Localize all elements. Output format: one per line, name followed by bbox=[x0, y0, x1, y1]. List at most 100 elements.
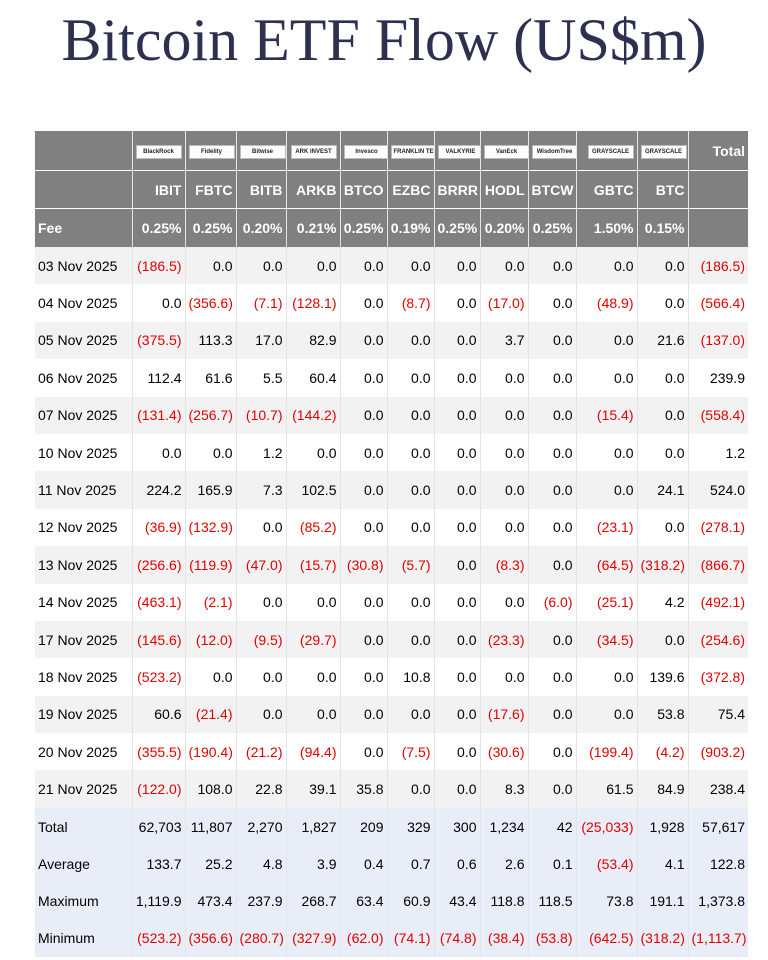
flow-value: (128.1) bbox=[285, 284, 340, 322]
fee: 0.25% bbox=[184, 208, 236, 247]
flow-value: 0.0 bbox=[575, 247, 637, 285]
ticker: HODL bbox=[479, 170, 528, 209]
flow-value: 0.0 bbox=[636, 433, 688, 472]
flow-value: 84.9 bbox=[636, 770, 688, 808]
flow-value: (280.7) bbox=[235, 919, 286, 958]
flow-value: (36.9) bbox=[131, 508, 185, 547]
flow-value: 62,703 bbox=[131, 807, 185, 846]
flow-value: 0.0 bbox=[285, 433, 340, 472]
flow-value: 0.0 bbox=[527, 658, 576, 696]
flow-value: 108.0 bbox=[184, 770, 236, 808]
flow-value: 75.4 bbox=[687, 695, 748, 734]
flow-value: (256.6) bbox=[131, 546, 185, 584]
flow-value: 60.4 bbox=[285, 359, 340, 397]
flow-value: 0.0 bbox=[433, 321, 480, 360]
flow-value: 118.8 bbox=[479, 882, 528, 920]
flow-value: 0.0 bbox=[527, 284, 576, 322]
flow-value: (2.1) bbox=[184, 583, 236, 621]
flow-value: 0.0 bbox=[575, 433, 637, 472]
flow-value: 8.3 bbox=[479, 770, 528, 808]
flow-value: (375.5) bbox=[131, 321, 185, 360]
flow-value: 0.0 bbox=[527, 695, 576, 734]
flow-value: (566.4) bbox=[687, 284, 748, 322]
flow-value: 0.0 bbox=[636, 359, 688, 397]
summary-row-label: Average bbox=[35, 845, 132, 883]
flow-value: 0.0 bbox=[636, 620, 688, 659]
flow-value: 0.0 bbox=[527, 620, 576, 659]
flow-value: (356.6) bbox=[184, 919, 236, 958]
flow-value: (74.8) bbox=[433, 919, 480, 958]
flow-value: 0.0 bbox=[386, 695, 434, 734]
ticker: IBIT bbox=[131, 170, 185, 209]
flow-value: 0.0 bbox=[339, 620, 387, 659]
flow-value: (318.2) bbox=[636, 919, 688, 958]
flow-value: 0.0 bbox=[386, 508, 434, 547]
ticker: FBTC bbox=[184, 170, 236, 209]
flow-value: 0.0 bbox=[433, 284, 480, 322]
flow-value: (94.4) bbox=[285, 733, 340, 771]
fee: 0.20% bbox=[479, 208, 528, 247]
flow-value: 0.0 bbox=[527, 396, 576, 434]
issuer-logo: VanEck bbox=[483, 144, 528, 159]
flow-value: 2.6 bbox=[479, 845, 528, 883]
flow-value: 2,270 bbox=[235, 807, 286, 846]
flow-value: 0.0 bbox=[433, 471, 480, 509]
day-row: 03 Nov 2025 (186.5) 0.0 0.0 0.0 0.0 0.0 0.0 0.0 0… bbox=[35, 247, 748, 285]
flow-value: 17.0 bbox=[235, 321, 286, 360]
flow-value: 0.0 bbox=[339, 433, 387, 472]
flow-value: 0.0 bbox=[527, 733, 576, 771]
flow-value: 0.0 bbox=[339, 658, 387, 696]
flow-value: 22.8 bbox=[235, 770, 286, 808]
flow-value: 113.3 bbox=[184, 321, 236, 360]
flow-value: (642.5) bbox=[575, 919, 637, 958]
flow-value: 1,827 bbox=[285, 807, 340, 846]
summary-row: Average 133.7 25.2 4.8 3.9 0.4 0.7 0.6 2.6 0.1 (53… bbox=[35, 845, 748, 883]
fee: 0.25% bbox=[527, 208, 576, 247]
day-row: 18 Nov 2025 (523.2) 0.0 0.0 0.0 0.0 10.8 0.0 0.0… bbox=[35, 658, 748, 696]
fee: 0.25% bbox=[339, 208, 387, 247]
logo-cell: GRAYSCALE bbox=[575, 131, 637, 171]
flow-value: (137.0) bbox=[687, 321, 748, 360]
flow-value: 0.0 bbox=[339, 359, 387, 397]
flow-value: 0.0 bbox=[575, 471, 637, 509]
flow-value: 0.0 bbox=[386, 583, 434, 621]
flow-value: (25,033) bbox=[575, 807, 637, 846]
flow-value: 0.0 bbox=[527, 321, 576, 360]
flow-value: (53.4) bbox=[575, 845, 637, 883]
flow-value: 0.0 bbox=[433, 247, 480, 285]
flow-value: (1,113.7) bbox=[687, 919, 748, 958]
flow-value: 61.6 bbox=[184, 359, 236, 397]
flow-value: 1,119.9 bbox=[131, 882, 185, 920]
flow-value: 0.0 bbox=[285, 247, 340, 285]
logo-cell: FRANKLIN TEMPLETON bbox=[386, 131, 434, 171]
flow-value: (23.1) bbox=[575, 508, 637, 547]
issuer-logo: GRAYSCALE bbox=[640, 144, 687, 159]
flow-value: 0.0 bbox=[386, 471, 434, 509]
flow-table: BlackRock Fidelity Bitwise ARK INVEST Invesc… bbox=[35, 131, 748, 958]
flow-value: 0.0 bbox=[433, 658, 480, 696]
flow-value: (119.9) bbox=[184, 546, 236, 584]
flow-value: 0.0 bbox=[339, 508, 387, 547]
flow-value: 237.9 bbox=[235, 882, 286, 920]
issuer-logo: GRAYSCALE bbox=[587, 144, 634, 159]
day-row-label: 19 Nov 2025 bbox=[35, 695, 132, 734]
flow-value: 112.4 bbox=[131, 359, 185, 397]
ticker: BTC bbox=[636, 170, 688, 209]
flow-value: 1,928 bbox=[636, 807, 688, 846]
flow-value: 60.9 bbox=[386, 882, 434, 920]
flow-value: 42 bbox=[527, 807, 576, 846]
flow-value: (23.3) bbox=[479, 620, 528, 659]
flow-value: 4.8 bbox=[235, 845, 286, 883]
flow-value: 63.4 bbox=[339, 882, 387, 920]
flow-value: 0.0 bbox=[285, 658, 340, 696]
flow-value: 268.7 bbox=[285, 882, 340, 920]
flow-value: 0.0 bbox=[433, 508, 480, 547]
flow-value: 0.0 bbox=[479, 583, 528, 621]
flow-value: 0.0 bbox=[339, 733, 387, 771]
flow-value: 238.4 bbox=[687, 770, 748, 808]
flow-value: 57,617 bbox=[687, 807, 748, 846]
issuer-logo: Bitwise bbox=[239, 144, 286, 159]
day-row: 06 Nov 2025 112.4 61.6 5.5 60.4 0.0 0.0 0.0 0.0 0… bbox=[35, 359, 748, 397]
flow-value: (7.1) bbox=[235, 284, 286, 322]
